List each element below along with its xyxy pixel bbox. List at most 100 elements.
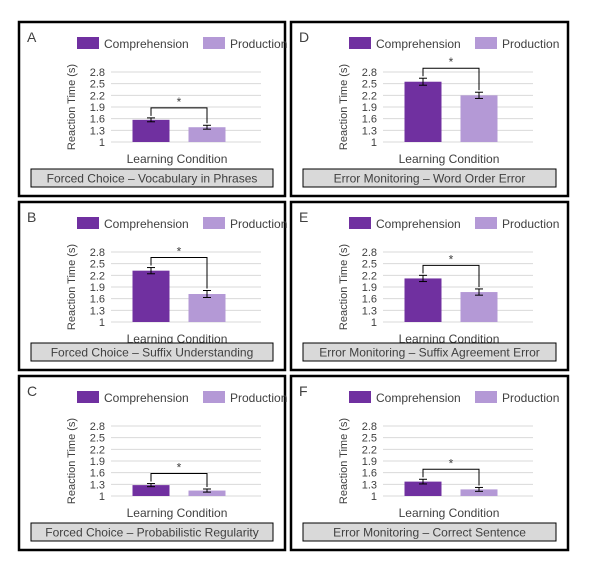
- bar-comprehension: [404, 278, 442, 322]
- panel-f: F Comprehension Production 11.31.61.92.22.5…: [289, 374, 570, 552]
- legend-swatch-production: [203, 37, 225, 49]
- bar-production: [460, 95, 498, 142]
- y-tick-label: 1.3: [362, 305, 377, 317]
- y-tick-label: 2.5: [90, 79, 105, 91]
- y-tick-label: 1.6: [90, 294, 105, 306]
- y-tick-label: 1: [371, 317, 377, 329]
- y-axis-label: Reaction Time (s): [66, 418, 78, 504]
- panel-caption: Error Monitoring – Correct Sentence: [333, 526, 526, 540]
- y-tick-label: 2.2: [90, 270, 105, 282]
- legend-swatch-production: [203, 217, 225, 229]
- legend-label-comprehension: Comprehension: [376, 391, 461, 405]
- legend-swatch-comprehension: [77, 37, 99, 49]
- legend-swatch-production: [475, 217, 497, 229]
- significance-marker: *: [449, 456, 454, 470]
- significance-marker: *: [177, 461, 182, 475]
- bar-comprehension: [404, 481, 442, 496]
- caption-box: [302, 342, 557, 362]
- y-tick-label: 1.9: [362, 102, 377, 114]
- y-tick-label: 1: [99, 491, 105, 503]
- panel-caption: Error Monitoring – Suffix Agreement Erro…: [319, 346, 540, 360]
- y-tick-label: 1.9: [90, 456, 105, 468]
- y-tick-label: 2.5: [90, 259, 105, 271]
- y-tick-label: 2.2: [362, 90, 377, 102]
- y-tick-label: 2.8: [90, 421, 105, 433]
- legend-label-production: Production: [230, 391, 287, 405]
- significance-bracket: [150, 107, 208, 124]
- significance-marker: *: [177, 245, 182, 259]
- significance-bracket: [422, 67, 480, 91]
- y-tick-label: 2.8: [362, 247, 377, 259]
- y-axis-label: Reaction Time (s): [66, 244, 78, 330]
- y-tick-label: 1.6: [90, 468, 105, 480]
- legend-swatch-production: [475, 37, 497, 49]
- legend-label-production: Production: [230, 217, 287, 231]
- legend-swatch-comprehension: [349, 217, 371, 229]
- y-tick-label: 1: [99, 137, 105, 149]
- legend-swatch-comprehension: [349, 391, 371, 403]
- y-axis-label: Reaction Time (s): [338, 418, 350, 504]
- panel-border: [289, 374, 570, 552]
- panel-caption: Forced Choice – Vocabulary in Phrases: [47, 172, 258, 186]
- bar-comprehension: [132, 119, 170, 142]
- panel-caption: Error Monitoring – Word Order Error: [334, 172, 526, 186]
- bar-production: [188, 127, 226, 142]
- panel-letter: E: [299, 209, 308, 225]
- significance-marker: *: [449, 55, 454, 69]
- legend-label-comprehension: Comprehension: [376, 37, 461, 51]
- y-tick-label: 1.3: [362, 479, 377, 491]
- y-tick-label: 1.3: [362, 125, 377, 137]
- bar-comprehension: [132, 270, 170, 322]
- legend-label-comprehension: Comprehension: [104, 37, 189, 51]
- y-tick-label: 1.3: [90, 305, 105, 317]
- panel-c: C Comprehension Production 11.31.61.92.22.5…: [17, 374, 287, 552]
- y-tick-label: 1.3: [90, 479, 105, 491]
- x-axis-label: Learning Condition: [127, 506, 228, 520]
- caption-box: [30, 522, 274, 542]
- y-tick-label: 2.8: [90, 247, 105, 259]
- legend-swatch-comprehension: [77, 391, 99, 403]
- y-tick-label: 1.6: [90, 114, 105, 126]
- panel-caption: Forced Choice – Suffix Understanding: [51, 346, 254, 360]
- y-tick-label: 2.2: [362, 444, 377, 456]
- significance-bracket: [150, 257, 208, 289]
- legend-swatch-comprehension: [77, 217, 99, 229]
- legend-label-comprehension: Comprehension: [376, 217, 461, 231]
- panel-e: E Comprehension Production 11.31.61.92.22.5…: [289, 200, 570, 372]
- bar-production: [188, 490, 226, 496]
- y-tick-label: 1.9: [90, 282, 105, 294]
- panel-letter: C: [27, 383, 37, 399]
- bar-comprehension: [404, 81, 442, 142]
- significance-marker: *: [449, 252, 454, 266]
- y-tick-label: 2.8: [362, 67, 377, 79]
- y-tick-label: 2.8: [90, 67, 105, 79]
- y-tick-label: 2.5: [362, 433, 377, 445]
- x-axis-label: Learning Condition: [127, 152, 228, 166]
- y-tick-label: 2.5: [90, 433, 105, 445]
- y-tick-label: 2.5: [362, 79, 377, 91]
- caption-box: [302, 168, 557, 188]
- panel-caption: Forced Choice – Probabilistic Regularity: [45, 526, 258, 540]
- bar-comprehension: [132, 485, 170, 496]
- y-tick-label: 1.6: [362, 114, 377, 126]
- y-tick-label: 1.6: [362, 294, 377, 306]
- y-tick-label: 2.2: [90, 444, 105, 456]
- y-axis-label: Reaction Time (s): [338, 64, 350, 150]
- x-axis-label: Learning Condition: [399, 152, 500, 166]
- y-axis-label: Reaction Time (s): [338, 244, 350, 330]
- bar-production: [460, 292, 498, 322]
- panel-letter: D: [299, 29, 309, 45]
- significance-marker: *: [177, 95, 182, 109]
- legend-label-production: Production: [230, 37, 287, 51]
- bar-production: [188, 294, 226, 322]
- legend-label-production: Production: [502, 391, 559, 405]
- y-tick-label: 1: [371, 137, 377, 149]
- legend-label-production: Production: [502, 217, 559, 231]
- legend-swatch-production: [203, 391, 225, 403]
- panel-letter: F: [299, 383, 308, 399]
- significance-bracket: [422, 468, 480, 486]
- panel-border: [17, 20, 287, 198]
- legend-label-comprehension: Comprehension: [104, 391, 189, 405]
- y-tick-label: 2.5: [362, 259, 377, 271]
